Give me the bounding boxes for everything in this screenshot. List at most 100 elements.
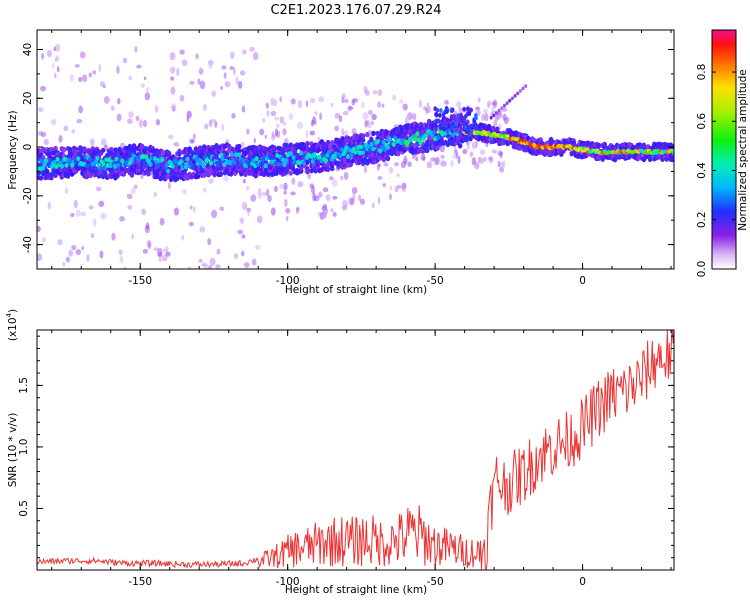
- multiplier-base: (x10: [7, 317, 19, 341]
- heatmap-cell: [52, 159, 57, 165]
- spectrogram-plot-frame: [36, 29, 675, 270]
- heatmap-cell: [381, 103, 385, 108]
- heatmap-cell: [99, 81, 105, 87]
- heatmap-cell: [290, 98, 296, 105]
- y-tick-label: 20: [22, 92, 34, 105]
- heatmap-cell: [237, 143, 242, 150]
- heatmap-cell: [88, 72, 93, 78]
- heatmap-cell: [372, 90, 378, 95]
- heatmap-cell: [356, 144, 361, 150]
- heatmap-cell: [462, 148, 468, 155]
- heatmap-cell: [87, 156, 93, 162]
- heatmap-cell: [38, 275, 41, 280]
- heatmap-cell: [253, 173, 259, 179]
- heatmap-cell: [450, 124, 455, 130]
- heatmap-cell: [284, 169, 289, 175]
- heatmap-cell: [430, 157, 436, 162]
- heatmap-cell: [55, 55, 60, 61]
- heatmap-cell: [388, 193, 393, 200]
- heatmap-cell: [284, 157, 289, 163]
- heatmap-cell: [309, 130, 316, 136]
- heatmap-cell: [208, 264, 213, 269]
- heatmap-cell: [272, 145, 277, 151]
- heatmap-cell: [341, 128, 345, 136]
- colorbar-ticks: 0.0 0.2 0.4 0.6 0.8: [696, 64, 736, 277]
- heatmap-cell: [371, 146, 376, 152]
- heatmap-cell: [136, 64, 142, 69]
- heatmap-cell: [440, 154, 445, 159]
- heatmap-cell: [455, 151, 459, 159]
- heatmap-cell: [298, 150, 304, 156]
- heatmap-cell: [173, 142, 180, 147]
- heatmap-cell: [497, 108, 501, 113]
- heatmap-cell: [439, 108, 443, 113]
- heatmap-cell: [491, 149, 498, 154]
- heatmap-cell: [223, 72, 227, 79]
- heatmap-cell: [99, 250, 104, 259]
- heatmap-cell: [65, 275, 70, 279]
- heatmap-cell: [142, 248, 149, 254]
- heatmap-cell: [242, 178, 247, 184]
- heatmap-cell: [314, 111, 318, 115]
- heatmap-cell: [350, 158, 356, 164]
- heatmap-cell: [179, 49, 185, 55]
- heatmap-cell: [176, 67, 180, 77]
- heatmap-cell: [129, 157, 134, 163]
- x-tick-label: -50: [427, 275, 444, 287]
- heatmap-cell: [145, 222, 150, 230]
- heatmap-cell: [71, 245, 77, 251]
- heatmap-cell: [118, 249, 123, 256]
- heatmap-cell: [58, 135, 63, 143]
- heatmap-cell: [185, 156, 190, 162]
- heatmap-cell: [259, 161, 264, 167]
- heatmap-cell: [98, 200, 105, 208]
- heatmap-cell: [199, 80, 206, 90]
- heatmap-cell: [596, 142, 601, 148]
- x-tick-label: -150: [128, 275, 152, 287]
- heatmap-cell: [40, 85, 46, 92]
- heatmap-cell: [242, 49, 247, 55]
- heatmap-cell: [102, 170, 108, 176]
- heatmap-cell: [117, 98, 121, 105]
- heatmap-cell: [43, 138, 49, 146]
- heatmap-cell: [457, 155, 461, 165]
- heatmap-cell: [449, 114, 454, 120]
- heatmap-cell: [134, 45, 138, 53]
- heatmap-cell: [92, 70, 97, 75]
- heatmap-cell: [443, 119, 447, 124]
- heatmap-cell: [273, 98, 278, 107]
- heatmap-cell: [122, 57, 128, 64]
- heatmap-cell: [282, 128, 287, 136]
- heatmap-cell: [86, 253, 90, 262]
- heatmap-cell: [261, 192, 267, 196]
- heatmap-cell: [40, 131, 47, 138]
- heatmap-cell: [442, 115, 446, 121]
- heatmap-cell: [469, 107, 474, 113]
- heatmap-cell: [474, 115, 478, 121]
- heatmap-cell: [54, 72, 57, 79]
- heatmap-cell: [310, 158, 315, 164]
- heatmap-cell: [270, 97, 274, 106]
- colorbar-tick-label: 0.4: [696, 162, 708, 179]
- heatmap-cell: [104, 275, 109, 279]
- heatmap-cell: [270, 207, 276, 216]
- heatmap-cell: [369, 138, 374, 144]
- heatmap-cell: [264, 134, 268, 139]
- heatmap-cell: [513, 94, 517, 98]
- heatmap-cell: [202, 144, 207, 150]
- heatmap-cell: [444, 109, 449, 115]
- heatmap-cell: [211, 209, 218, 219]
- heatmap-cell: [356, 159, 362, 166]
- heatmap-cell: [81, 246, 85, 251]
- heatmap-cell: [153, 191, 157, 198]
- heatmap-cell: [454, 128, 458, 134]
- heatmap-cell: [219, 152, 224, 158]
- heatmap-cell: [288, 170, 294, 176]
- heatmap-cell: [166, 150, 172, 156]
- heatmap-cell: [224, 81, 231, 88]
- heatmap-cell: [492, 113, 496, 118]
- heatmap-cell: [330, 139, 335, 146]
- heatmap-cell: [118, 271, 121, 278]
- heatmap-cell: [181, 59, 188, 67]
- heatmap-cell: [69, 73, 75, 82]
